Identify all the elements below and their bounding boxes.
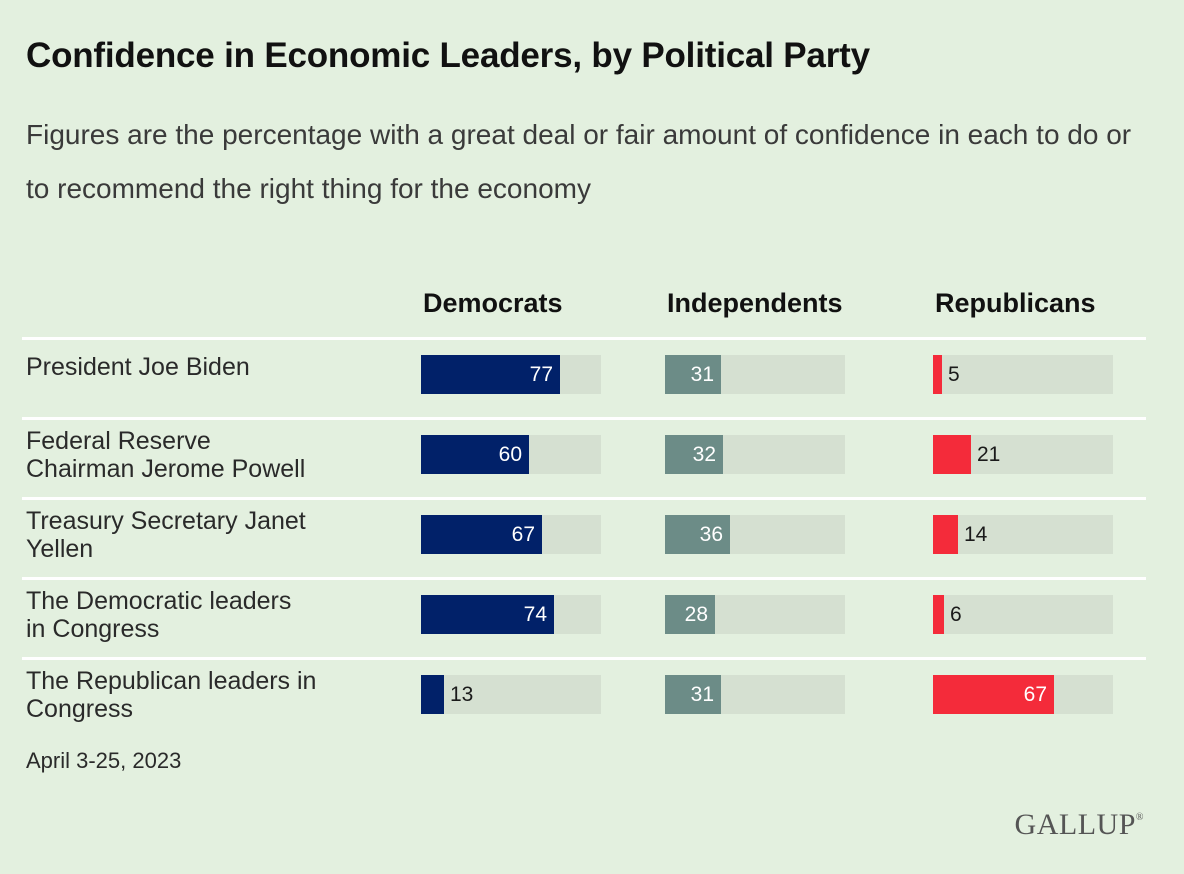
bar-rep — [933, 675, 1054, 714]
chart-row: The Democratic leaders in Congress 74 28 6 — [22, 577, 1146, 657]
gallup-logo-text: GALLUP — [1014, 808, 1136, 841]
bar-ind — [665, 595, 715, 634]
data-label-dem: 77 — [529, 363, 553, 386]
bar-track-rep: 6 — [933, 595, 1113, 634]
row-label-line: The Republican leaders in — [26, 667, 317, 695]
bar-dem — [421, 595, 554, 634]
bar-ind — [665, 355, 721, 394]
data-label-dem: 67 — [511, 523, 535, 546]
data-label-ind: 36 — [699, 523, 723, 546]
column-header-ind: Independents — [667, 288, 843, 318]
data-label-rep: 67 — [1023, 683, 1047, 706]
row-label-line: Federal Reserve — [26, 427, 211, 455]
data-label-ind: 32 — [692, 443, 716, 466]
bar-track-ind: 31 — [665, 675, 845, 714]
row-label-line: Treasury Secretary Janet — [26, 507, 306, 535]
bar-track-ind: 28 — [665, 595, 845, 634]
data-label-rep: 14 — [964, 523, 988, 546]
gallup-logo: GALLUP® — [1015, 808, 1144, 842]
bar-ind — [665, 435, 723, 474]
bar-track-dem: 74 — [421, 595, 601, 634]
bar-track-rep: 14 — [933, 515, 1113, 554]
chart-subtitle: Figures are the percentage with a great … — [26, 119, 1132, 204]
bar-dem — [421, 515, 542, 554]
bar-rep — [933, 435, 971, 474]
row-label-line: in Congress — [26, 615, 160, 643]
column-header-dem: Democrats — [423, 288, 563, 318]
bar-rep — [933, 595, 944, 634]
bar-track-dem: 60 — [421, 435, 601, 474]
bar-track-dem: 77 — [421, 355, 601, 394]
data-label-rep: 5 — [948, 363, 960, 386]
registered-mark-icon: ® — [1135, 812, 1144, 823]
row-label-line: Chairman Jerome Powell — [26, 455, 306, 483]
data-label-ind: 31 — [690, 363, 714, 386]
bar-dem — [421, 675, 444, 714]
row-label: The Democratic leaders in Congress — [26, 587, 291, 643]
row-label-line: The Democratic leaders — [26, 587, 292, 615]
row-label: Federal Reserve Chairman Jerome Powell — [26, 427, 305, 483]
data-label-ind: 31 — [690, 683, 714, 706]
row-label: Treasury Secretary Janet Yellen — [26, 507, 306, 563]
column-header-rep: Republicans — [935, 288, 1096, 318]
data-label-rep: 6 — [950, 603, 962, 626]
survey-date: April 3-25, 2023 — [26, 748, 182, 773]
row-label: President Joe Biden — [26, 353, 250, 381]
data-label-dem: 74 — [523, 603, 547, 626]
bar-track-rep: 21 — [933, 435, 1113, 474]
bar-rep — [933, 515, 958, 554]
bar-track-rep: 67 — [933, 675, 1113, 714]
chart-row: President Joe Biden 77 31 5 — [22, 337, 1146, 417]
row-label-line: Congress — [26, 695, 133, 723]
data-label-rep: 21 — [977, 443, 1001, 466]
row-label: The Republican leaders in Congress — [26, 667, 316, 723]
bar-track-ind: 36 — [665, 515, 845, 554]
chart-title: Confidence in Economic Leaders, by Polit… — [26, 36, 870, 75]
row-label-line: President Joe Biden — [26, 353, 250, 381]
bar-track-ind: 32 — [665, 435, 845, 474]
bar-rep — [933, 355, 942, 394]
bar-ind — [665, 675, 721, 714]
bar-dem — [421, 435, 529, 474]
bar-track-dem: 67 — [421, 515, 601, 554]
data-label-dem: 13 — [450, 683, 474, 706]
bar-dem — [421, 355, 560, 394]
bar-track-dem: 13 — [421, 675, 601, 714]
chart-row: The Republican leaders in Congress 13 31 67 — [22, 657, 1146, 737]
bar-track-rep: 5 — [933, 355, 1113, 394]
data-label-dem: 60 — [498, 443, 522, 466]
bar-track-ind: 31 — [665, 355, 845, 394]
bar-ind — [665, 515, 730, 554]
chart-row: Federal Reserve Chairman Jerome Powell 60 3… — [22, 417, 1146, 497]
chart-row: Treasury Secretary Janet Yellen 67 36 14 — [22, 497, 1146, 577]
data-label-ind: 28 — [684, 603, 708, 626]
row-label-line: Yellen — [26, 535, 94, 563]
